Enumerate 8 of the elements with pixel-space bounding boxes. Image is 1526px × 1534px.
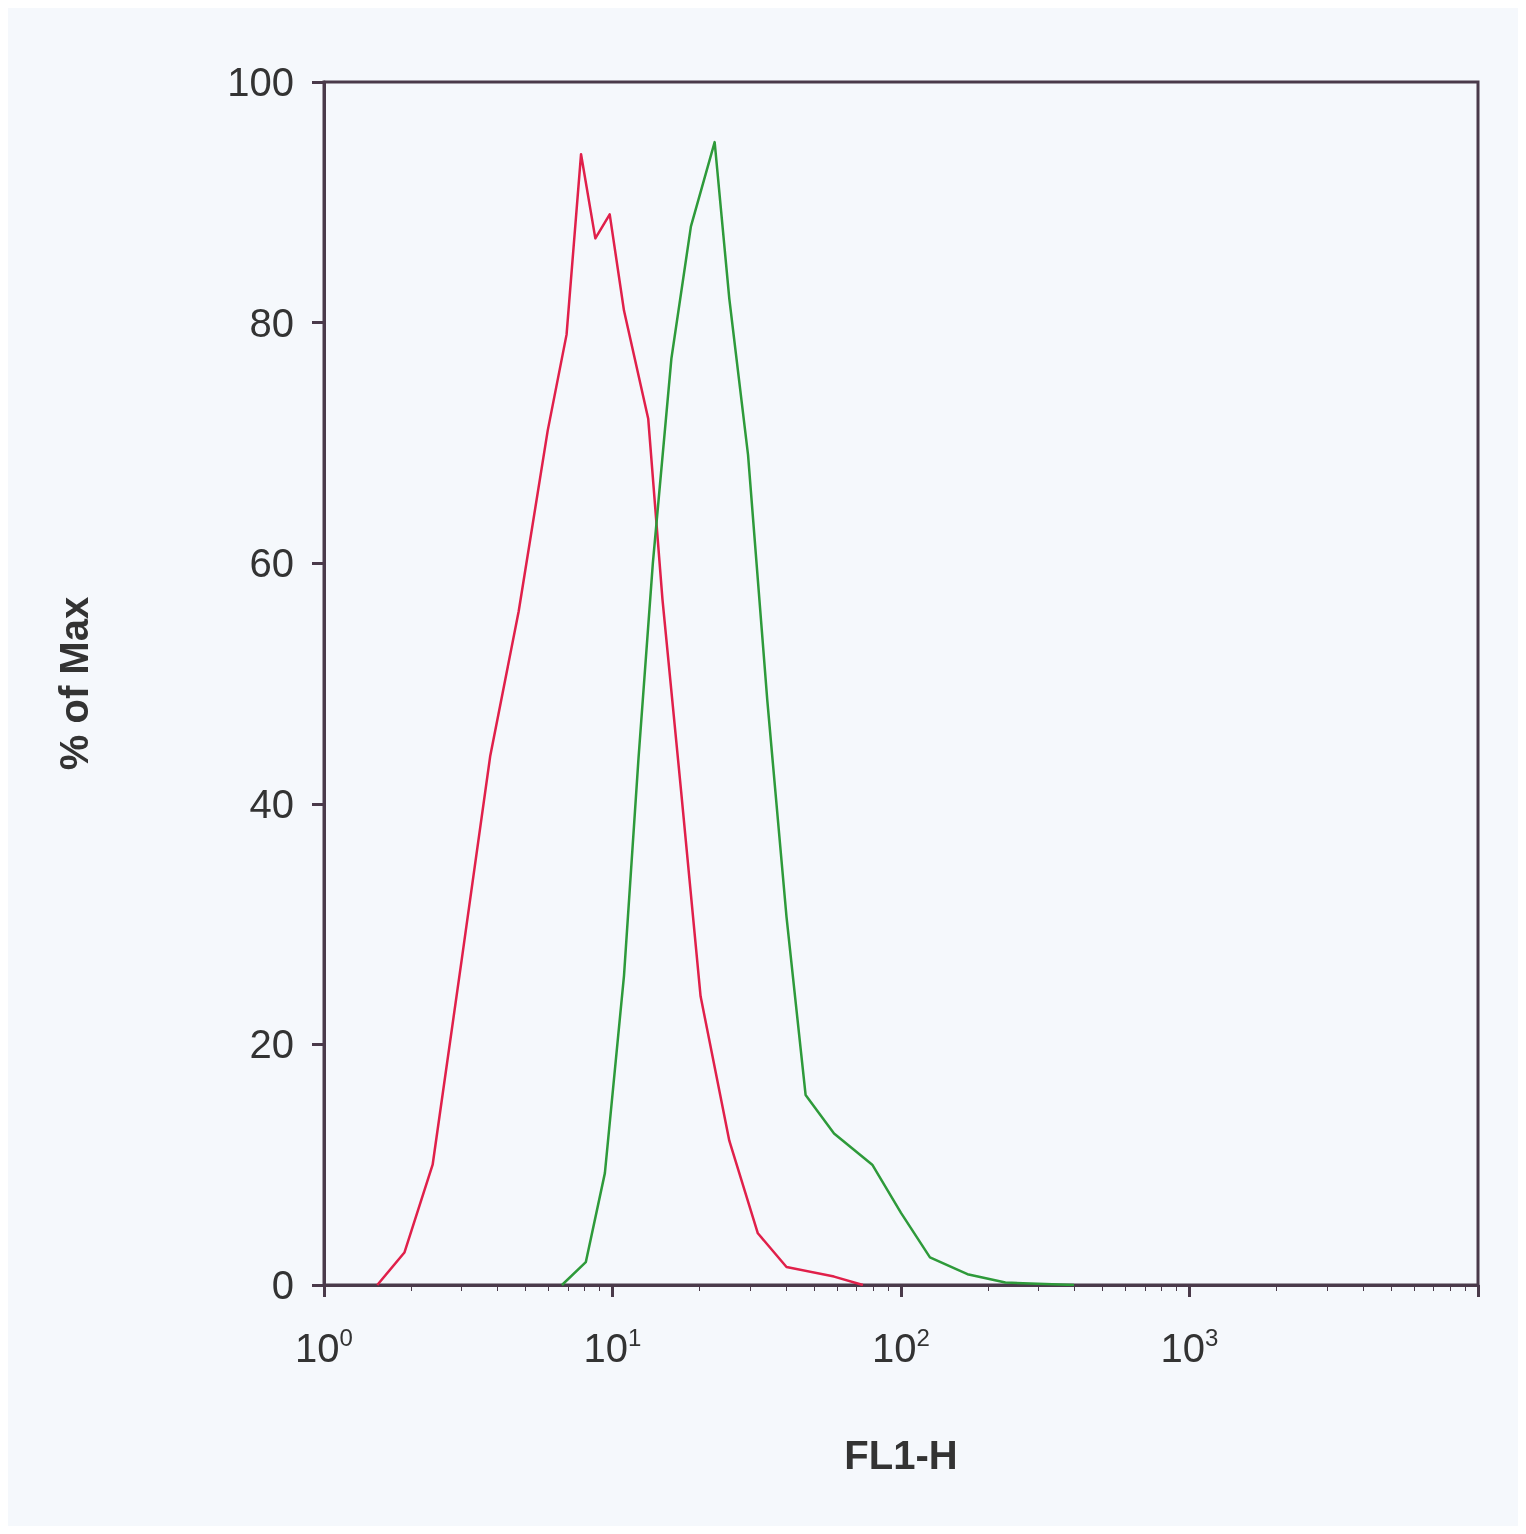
y-tick-label: 0	[271, 1263, 294, 1307]
y-tick-label: 40	[249, 781, 294, 826]
y-axis-title: % of Max	[52, 596, 96, 771]
y-tick-label: 20	[249, 1022, 294, 1067]
y-tick-label: 60	[249, 541, 294, 586]
y-tick-label: 100	[227, 60, 294, 104]
y-tick-label: 80	[249, 300, 294, 345]
x-axis-title: FL1-H	[844, 1433, 958, 1477]
